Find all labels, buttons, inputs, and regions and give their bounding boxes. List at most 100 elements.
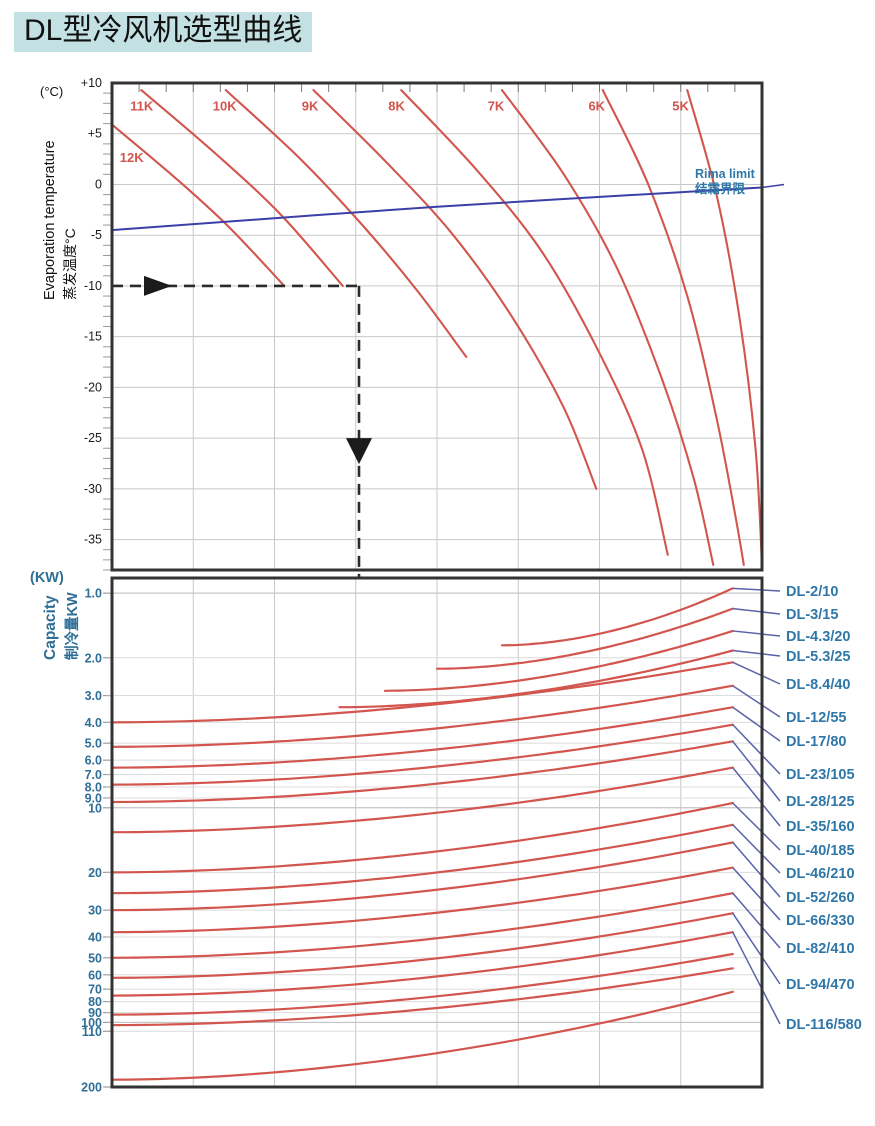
capacity-curve	[383, 629, 734, 692]
bottom-y-tick-label: 6.0	[85, 754, 102, 768]
model-label: DL-35/160	[786, 819, 855, 835]
model-label: DL-5.3/25	[786, 649, 850, 665]
model-label: DL-94/470	[786, 977, 855, 993]
k-curve-label: 11K	[130, 98, 154, 113]
k-curve-label: 8K	[388, 98, 405, 113]
model-leader-line	[732, 824, 781, 874]
bottom-y-tick-label: 2.0	[85, 651, 102, 665]
bottom-y-tick-label: 80	[88, 995, 102, 1009]
top-y-axis-title-cn: 蒸发温度°C	[62, 228, 78, 300]
model-label: DL-3/15	[786, 607, 838, 623]
model-label: DL-116/580	[786, 1017, 862, 1033]
bottom-unit-label: (KW)	[30, 570, 64, 586]
model-label: DL-66/330	[786, 913, 855, 929]
top-y-tick-label: +5	[88, 127, 102, 141]
bottom-y-tick-label: 9.0	[85, 791, 102, 805]
capacity-curve	[110, 723, 734, 786]
model-label: DL-12/55	[786, 710, 846, 726]
model-label: DL-52/260	[786, 890, 855, 906]
frost-limit-en: Rima limit	[695, 167, 755, 181]
model-label: DL-46/210	[786, 866, 855, 882]
bottom-y-tick-label: 1.0	[85, 587, 102, 601]
bottom-y-tick-label: 60	[88, 968, 102, 982]
capacity-curve	[435, 607, 734, 670]
model-leader-line	[732, 931, 781, 1025]
model-leader-line	[732, 767, 781, 827]
k-curve-label: 12K	[120, 150, 144, 165]
capacity-curve	[110, 740, 734, 804]
model-label: DL-4.3/20	[786, 629, 850, 645]
top-plot-frame	[110, 81, 764, 572]
model-leader-line	[732, 802, 781, 851]
capacity-curve	[110, 952, 734, 1016]
capacity-curve	[110, 684, 734, 748]
capacity-curve	[110, 841, 734, 912]
frost-limit-line	[111, 186, 763, 232]
title-banner: DL型冷风机选型曲线	[14, 12, 313, 52]
capacity-curve	[338, 649, 734, 709]
bottom-unit-text: (KW)	[30, 570, 64, 586]
k-curve	[312, 89, 598, 490]
bottom-y-tick-label: 70	[88, 983, 102, 997]
k-curve-label: 9K	[302, 98, 319, 113]
k-curve-label: 5K	[672, 98, 689, 113]
model-leader-line	[732, 607, 781, 615]
bottom-y-tick-label: 200	[81, 1081, 102, 1095]
model-leader-line	[732, 649, 781, 657]
k-curve	[224, 89, 468, 358]
model-leader-line	[732, 892, 781, 949]
k-curve	[601, 89, 745, 566]
model-leader-line	[732, 685, 781, 718]
top-y-tick-label: +10	[81, 76, 102, 90]
model-label: DL-17/80	[786, 734, 846, 750]
model-leader-line	[732, 706, 781, 742]
k-curve	[686, 89, 764, 566]
k-curve	[400, 89, 669, 556]
k-curve	[110, 123, 286, 287]
capacity-curve	[110, 990, 734, 1081]
model-label: DL-8.4/40	[786, 677, 850, 693]
model-leader-line	[732, 724, 781, 775]
bottom-y-tick-label: 4.0	[85, 716, 102, 730]
bottom-y-tick-label: 7.0	[85, 768, 102, 782]
bottom-y-tick-label: 10	[88, 801, 102, 815]
frost-limit-cn: 结霜界限	[695, 181, 746, 196]
model-label: DL-2/10	[786, 584, 838, 600]
top-y-tick-label: -5	[91, 228, 102, 242]
model-leader-line	[732, 740, 781, 802]
k-curve-label: 7K	[488, 98, 505, 113]
capacity-curve	[110, 931, 734, 997]
capacity-curve	[500, 587, 734, 647]
capacity-curve	[110, 801, 734, 874]
bottom-y-tick-label: 40	[88, 930, 102, 944]
model-leader-line	[732, 867, 781, 921]
bottom-y-axis-title-cn: 制冷量KW	[65, 592, 81, 660]
capacity-curve	[110, 661, 734, 724]
frost-limit-annotation: Rima limit 结霜界限	[695, 167, 755, 197]
guide-arrow-right	[144, 275, 172, 296]
capacity-curve	[110, 823, 734, 895]
model-label: DL-82/410	[786, 941, 855, 957]
top-y-tick-label: 0	[95, 177, 102, 191]
top-y-axis-title-en: Evaporation temperature	[42, 140, 58, 300]
bottom-y-tick-label: 30	[88, 904, 102, 918]
model-label: DL-23/105	[786, 767, 855, 783]
top-y-tick-label: -10	[84, 279, 102, 293]
k-curve-label: 10K	[213, 98, 237, 113]
capacity-curve	[110, 706, 734, 769]
model-leader-line	[732, 661, 781, 685]
k-curve	[500, 89, 715, 566]
bottom-y-tick-label: 90	[88, 1006, 102, 1020]
top-y-tick-label: -35	[84, 533, 102, 547]
chart-render-group: +10 +5 0 -5 -10 -15 -20 -25 -30 -35 12K 11K 10K 9K 8K 7…	[81, 76, 862, 1095]
top-unit-label: (°C)	[40, 84, 63, 99]
capacity-curve	[110, 892, 734, 959]
bottom-y-tick-label: 3.0	[85, 689, 102, 703]
top-y-tick-label: -20	[84, 380, 102, 394]
frost-limit-leader	[761, 183, 785, 189]
model-leader-line	[732, 587, 781, 592]
bottom-y-tick-label: 20	[88, 866, 102, 880]
bottom-y-tick-label: 100	[81, 1016, 102, 1030]
